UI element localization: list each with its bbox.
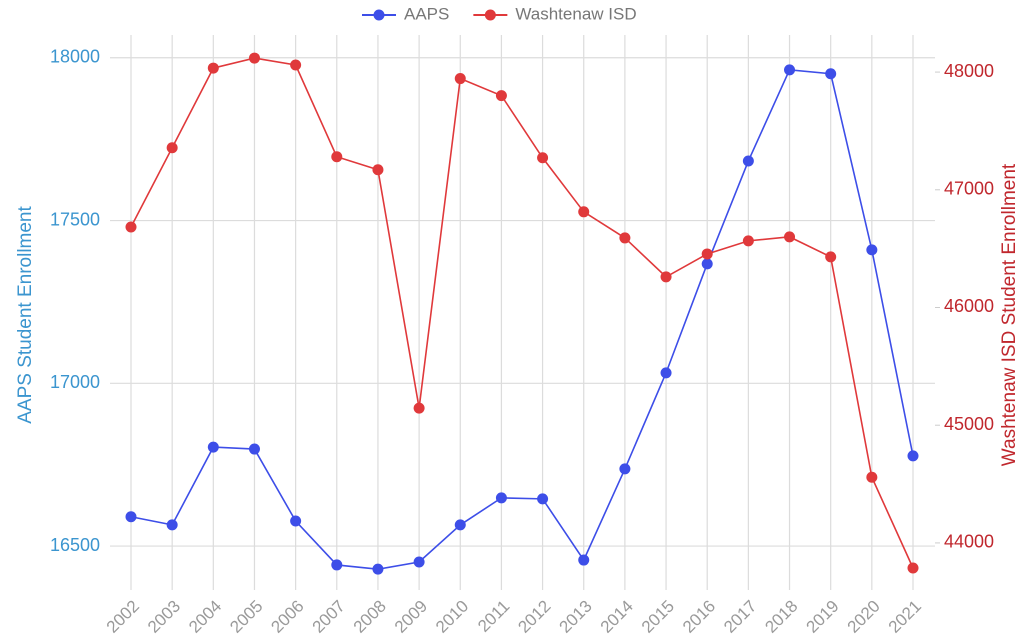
y2-tick-label: 45000 [944,414,994,434]
legend-swatch [484,9,496,21]
data-point [907,562,919,574]
x-tick-label: 2008 [350,597,390,637]
data-point [166,519,178,531]
x-tick-label: 2012 [514,597,554,637]
data-point [166,142,178,154]
data-point [248,52,260,64]
x-tick-label: 2018 [761,597,801,637]
x-tick-label: 2009 [391,597,431,637]
x-tick-label: 2014 [597,597,637,637]
data-point [825,68,837,80]
x-tick-label: 2011 [474,597,513,636]
legend-swatch [373,9,385,21]
x-tick-label: 2017 [720,597,760,637]
series-line [130,57,914,569]
data-point [578,206,590,218]
data-point [495,492,507,504]
data-point [207,62,219,74]
y-axis-title: AAPS Student Enrollment [15,206,36,424]
data-point [413,402,425,414]
data-point [290,59,302,71]
data-point [660,271,672,283]
data-point [619,463,631,475]
series-line [130,68,914,570]
data-point [248,443,260,455]
data-point [866,471,878,483]
data-point [454,519,466,531]
x-tick-label: 2004 [185,597,225,637]
x-tick-label: 2015 [638,597,678,637]
data-point [907,450,919,462]
data-point [331,151,343,163]
data-point [742,235,754,247]
x-tick-label: 2007 [309,597,349,637]
x-tick-label: 2021 [885,597,925,637]
data-point [125,221,137,233]
legend-label: AAPS [404,4,449,23]
data-point [784,231,796,243]
data-point [701,248,713,260]
x-tick-label: 2016 [679,597,719,637]
data-point [578,554,590,566]
data-point [701,258,713,270]
data-point [866,244,878,256]
data-point [454,73,466,85]
y2-axis-title: Washtenaw ISD Student Enrollment [999,163,1020,466]
data-point [619,232,631,244]
x-tick-label: 2005 [226,597,266,637]
y-tick-label: 17500 [50,209,100,229]
data-point [331,559,343,571]
x-tick-label: 2002 [103,597,143,637]
data-point [413,556,425,568]
x-tick-label: 2006 [267,597,307,637]
data-point [825,251,837,263]
data-point [372,164,384,176]
y-tick-label: 18000 [50,47,100,67]
data-point [125,511,137,523]
y2-tick-label: 48000 [944,61,994,81]
y2-tick-label: 47000 [944,179,994,199]
data-point [495,90,507,102]
legend-label: Washtenaw ISD [515,4,636,23]
data-point [207,441,219,453]
x-tick-label: 2020 [844,597,884,637]
data-point [290,515,302,527]
y-tick-label: 17000 [50,372,100,392]
data-point [742,155,754,167]
data-point [537,152,549,164]
data-point [784,64,796,76]
data-point [660,367,672,379]
x-tick-label: 2010 [432,597,472,637]
y-tick-label: 16500 [50,535,100,555]
x-tick-label: 2003 [144,597,184,637]
y2-tick-label: 46000 [944,296,994,316]
x-tick-label: 2019 [803,597,843,637]
x-tick-label: 2013 [556,597,596,637]
data-point [372,563,384,575]
y2-tick-label: 44000 [944,532,994,552]
data-point [537,493,549,505]
